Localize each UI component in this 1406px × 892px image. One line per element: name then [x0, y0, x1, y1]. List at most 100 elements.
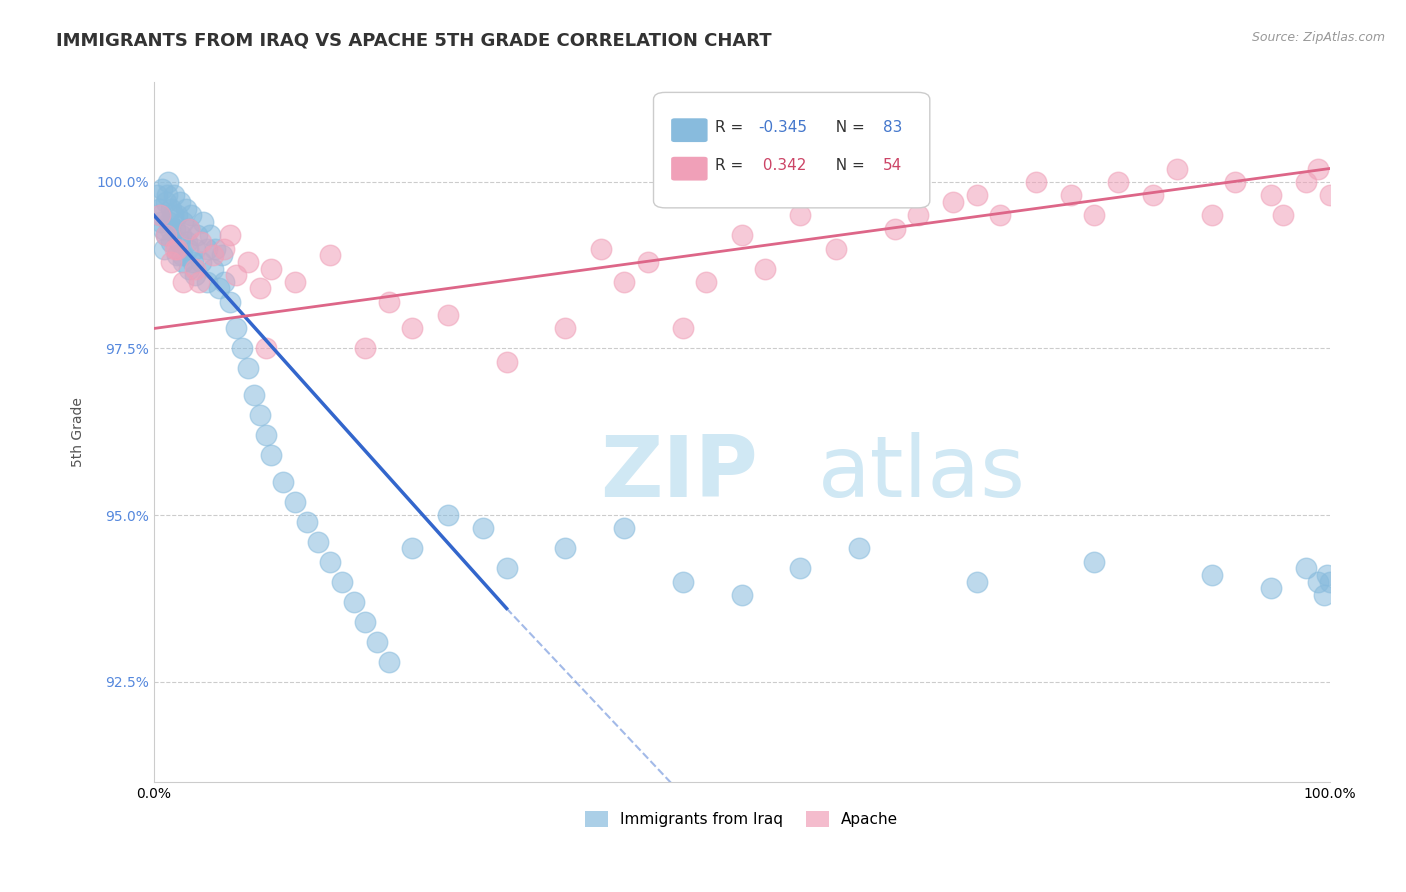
Point [225, 268, 247, 282]
Point [401, 541, 423, 556]
Point [184, 268, 207, 282]
Point [1201, 208, 1223, 222]
Point [190, 235, 212, 249]
Point [155, 228, 177, 243]
Text: IMMIGRANTS FROM IRAQ VS APACHE 5TH GRADE CORRELATION CHART: IMMIGRANTS FROM IRAQ VS APACHE 5TH GRADE… [56, 31, 772, 49]
Point [1306, 161, 1329, 176]
Text: R =: R = [714, 120, 748, 135]
Text: N =: N = [827, 159, 870, 173]
Point [214, 275, 236, 289]
Point [153, 242, 176, 256]
Point [242, 388, 264, 402]
Point [157, 215, 180, 229]
Point [1166, 161, 1188, 176]
Point [156, 188, 179, 202]
Point [637, 255, 659, 269]
Point [436, 308, 458, 322]
Point [378, 294, 401, 309]
Point [174, 202, 197, 216]
Text: Source: ZipAtlas.com: Source: ZipAtlas.com [1251, 31, 1385, 45]
Point [366, 634, 388, 648]
Point [295, 515, 318, 529]
Point [219, 294, 242, 309]
Point [672, 321, 695, 335]
Point [172, 275, 194, 289]
Point [554, 541, 576, 556]
Text: 54: 54 [883, 159, 903, 173]
Point [186, 228, 208, 243]
Point [354, 342, 377, 356]
Point [354, 615, 377, 629]
Point [148, 202, 170, 216]
Point [319, 248, 342, 262]
Text: atlas: atlas [818, 433, 1026, 516]
Point [1107, 175, 1129, 189]
Point [180, 208, 202, 222]
Point [172, 255, 194, 269]
Point [163, 221, 186, 235]
Point [1319, 574, 1341, 589]
Point [172, 215, 194, 229]
Point [330, 574, 353, 589]
Point [225, 321, 247, 335]
Point [284, 495, 307, 509]
Point [163, 242, 186, 256]
Point [214, 242, 236, 256]
Text: R =: R = [714, 159, 748, 173]
Point [554, 321, 576, 335]
Point [731, 228, 754, 243]
Point [254, 428, 277, 442]
Point [170, 228, 193, 243]
Point [179, 261, 201, 276]
Point [848, 541, 870, 556]
Point [201, 261, 224, 276]
Point [319, 555, 342, 569]
Y-axis label: 5th Grade: 5th Grade [72, 397, 86, 467]
Point [1312, 588, 1334, 602]
Point [193, 215, 215, 229]
Point [824, 242, 846, 256]
Point [401, 321, 423, 335]
FancyBboxPatch shape [671, 157, 707, 180]
Point [190, 255, 212, 269]
Point [1316, 568, 1339, 582]
Point [343, 595, 366, 609]
Point [672, 574, 695, 589]
Point [942, 194, 965, 209]
Point [378, 655, 401, 669]
Point [1083, 208, 1105, 222]
FancyBboxPatch shape [654, 93, 929, 208]
Point [163, 188, 186, 202]
Point [495, 561, 517, 575]
Point [166, 248, 188, 262]
Point [307, 534, 329, 549]
Point [160, 255, 183, 269]
Point [184, 261, 207, 276]
Point [1201, 568, 1223, 582]
Point [204, 242, 226, 256]
Point [146, 188, 169, 202]
Point [436, 508, 458, 522]
Point [149, 208, 172, 222]
Point [589, 242, 612, 256]
Point [260, 261, 283, 276]
Point [249, 281, 271, 295]
Point [181, 255, 204, 269]
Point [1319, 188, 1341, 202]
Point [1260, 188, 1282, 202]
Point [1083, 555, 1105, 569]
Point [1295, 175, 1317, 189]
Point [1295, 561, 1317, 575]
Point [988, 208, 1011, 222]
Point [613, 521, 636, 535]
Point [152, 221, 174, 235]
Point [789, 208, 811, 222]
FancyBboxPatch shape [671, 119, 707, 142]
Point [231, 342, 253, 356]
Point [156, 175, 179, 189]
Point [1271, 208, 1294, 222]
Point [789, 561, 811, 575]
Point [166, 242, 188, 256]
Point [207, 281, 229, 295]
Point [162, 208, 184, 222]
